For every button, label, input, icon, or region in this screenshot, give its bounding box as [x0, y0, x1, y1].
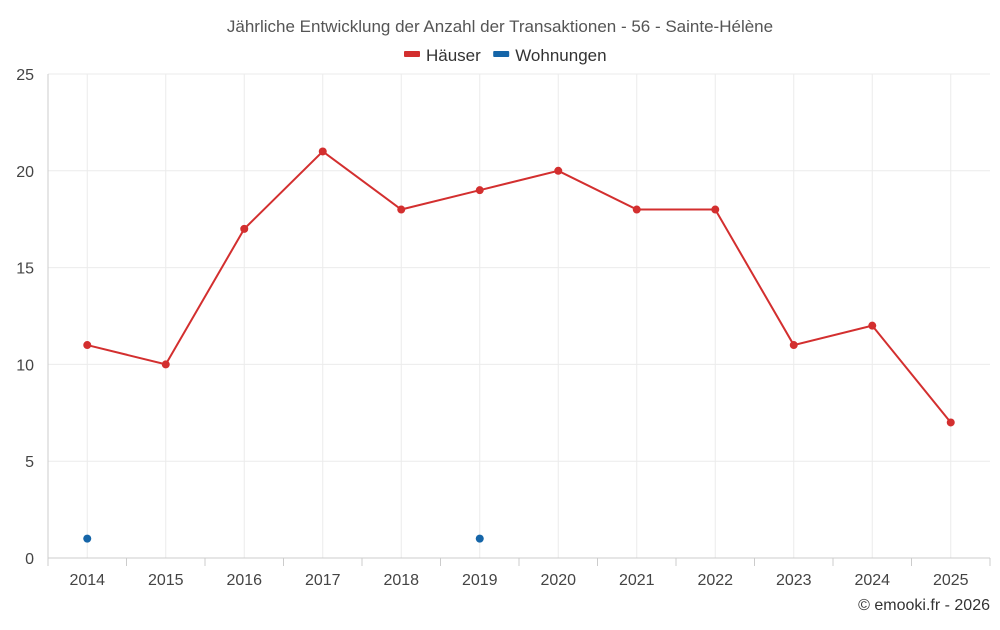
- y-tick-label: 10: [16, 357, 34, 374]
- x-tick-label: 2019: [462, 572, 498, 589]
- data-point: [161, 360, 170, 369]
- data-point: [83, 341, 92, 350]
- x-tick-label: 2020: [540, 572, 576, 589]
- grid: [48, 73, 990, 558]
- legend-item: Häuser: [404, 46, 481, 65]
- series-line: [87, 150, 952, 424]
- x-tick-label: 2014: [69, 572, 105, 589]
- x-tick-label: 2022: [697, 572, 733, 589]
- data-point: [554, 166, 563, 175]
- data-point: [83, 534, 92, 543]
- series-layer: [83, 147, 955, 543]
- x-tick-label: 2015: [148, 572, 184, 589]
- legend-label: Häuser: [426, 46, 481, 65]
- legend: Häuser Wohnungen: [404, 46, 607, 65]
- data-point: [711, 205, 720, 214]
- legend-item: Wohnungen: [493, 46, 607, 65]
- credit-text: © emooki.fr - 2026: [858, 597, 990, 614]
- chart-title: Jährliche Entwicklung der Anzahl der Tra…: [227, 17, 773, 36]
- x-tick-label: 2023: [776, 572, 812, 589]
- x-tick-label: 2016: [226, 572, 262, 589]
- x-tick-label: 2024: [854, 572, 890, 589]
- data-point: [632, 205, 641, 214]
- x-tick-label: 2021: [619, 572, 655, 589]
- data-point: [240, 224, 249, 233]
- x-tick-label: 2017: [305, 572, 341, 589]
- y-tick-label: 25: [16, 67, 34, 84]
- legend-swatch: [404, 51, 420, 57]
- legend-swatch: [493, 51, 510, 57]
- y-tick-label: 15: [16, 261, 34, 278]
- x-tick-label: 2018: [383, 572, 419, 589]
- data-point: [475, 186, 484, 195]
- series-0: [83, 147, 955, 427]
- data-point: [789, 341, 798, 350]
- y-tick-label: 5: [25, 454, 34, 471]
- data-point: [475, 534, 484, 543]
- y-tick-label: 20: [16, 164, 34, 181]
- legend-label: Wohnungen: [515, 46, 606, 65]
- series-1: [83, 534, 484, 543]
- data-point: [946, 418, 955, 427]
- data-point: [397, 205, 406, 214]
- y-tick-label: 0: [25, 551, 34, 568]
- data-point: [318, 147, 327, 156]
- data-point: [868, 321, 877, 330]
- x-tick-label: 2025: [933, 572, 969, 589]
